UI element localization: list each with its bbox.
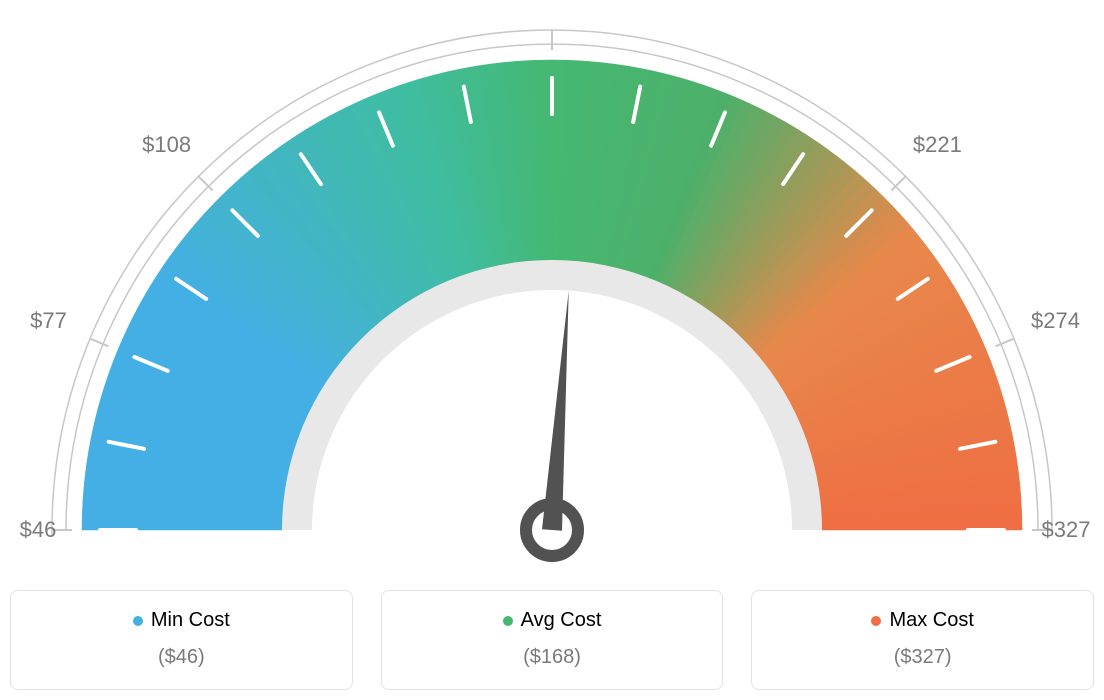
gauge-tick-label: $46 bbox=[20, 517, 57, 543]
gauge-tick-label: $77 bbox=[30, 308, 67, 334]
legend-card-max: Max Cost ($327) bbox=[751, 590, 1094, 690]
legend-row: Min Cost ($46) Avg Cost ($168) Max Cost … bbox=[10, 590, 1094, 690]
gauge-tick-label: $108 bbox=[142, 132, 191, 158]
legend-dot-max bbox=[871, 616, 881, 626]
gauge-tick-label: $327 bbox=[1042, 517, 1091, 543]
gauge-tick-label: $221 bbox=[913, 132, 962, 158]
legend-label-max: Max Cost bbox=[889, 609, 973, 632]
legend-dot-avg bbox=[503, 616, 513, 626]
gauge-tick-label: $274 bbox=[1031, 308, 1080, 334]
legend-title-max: Max Cost bbox=[871, 609, 973, 632]
gauge-svg bbox=[10, 10, 1094, 570]
gauge-area: $46$77$108$168$221$274$327 bbox=[10, 10, 1094, 570]
legend-card-min: Min Cost ($46) bbox=[10, 590, 353, 690]
legend-title-avg: Avg Cost bbox=[503, 609, 602, 632]
gauge-cost-chart: $46$77$108$168$221$274$327 Min Cost ($46… bbox=[10, 10, 1094, 690]
legend-value-max: ($327) bbox=[762, 646, 1083, 669]
legend-dot-min bbox=[133, 616, 143, 626]
legend-label-min: Min Cost bbox=[151, 609, 230, 632]
legend-card-avg: Avg Cost ($168) bbox=[381, 590, 724, 690]
legend-value-avg: ($168) bbox=[392, 646, 713, 669]
legend-label-avg: Avg Cost bbox=[521, 609, 602, 632]
legend-title-min: Min Cost bbox=[133, 609, 230, 632]
legend-value-min: ($46) bbox=[21, 646, 342, 669]
